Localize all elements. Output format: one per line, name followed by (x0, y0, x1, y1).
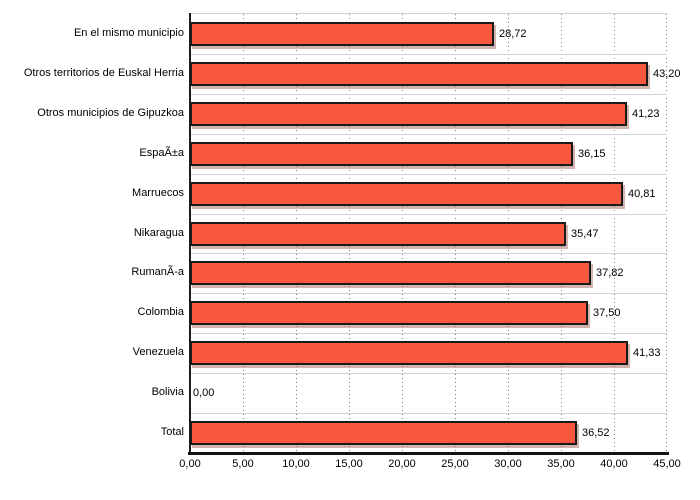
bar-value-label: 41,33 (633, 347, 661, 359)
value-tick-label: 5,00 (232, 458, 254, 470)
range-gridline (614, 14, 615, 453)
bar-value-label: 40,81 (628, 188, 656, 200)
bar-value-label: 0,00 (193, 387, 215, 399)
bar-value-label: 28,72 (499, 28, 527, 40)
bar-value-label: 35,47 (571, 228, 599, 240)
category-label: Total (160, 426, 184, 438)
category-boundary-line (190, 134, 667, 135)
category-label: Nikaragua (133, 227, 184, 239)
bar-value-label: 37,50 (593, 307, 621, 319)
bar (190, 182, 623, 206)
bar-value-label: 36,52 (582, 427, 610, 439)
value-tick-label: 30,00 (494, 458, 522, 470)
category-boundary-line (190, 214, 667, 215)
bar (190, 341, 628, 365)
category-label: Venezuela (132, 346, 184, 358)
bar (190, 62, 648, 86)
category-label: Otros municipios de Gipuzkoa (37, 107, 184, 119)
value-tick-label: 35,00 (547, 458, 575, 470)
value-tick-label: 20,00 (388, 458, 416, 470)
bar (190, 142, 573, 166)
plot-area: 28,72 43,20 41,23 36,15 40,81 35,47 37,82 37,50… (190, 13, 681, 453)
bar (190, 301, 588, 325)
bar (190, 261, 591, 285)
category-boundary-line (190, 333, 667, 334)
category-axis-line (189, 13, 191, 454)
category-label: Colombia (137, 306, 184, 318)
bar-value-label: 41,23 (632, 108, 660, 120)
bar (190, 22, 494, 46)
bar (190, 421, 577, 445)
value-axis-line (188, 452, 669, 455)
category-boundary-line (190, 253, 667, 254)
bar-value-label: 36,15 (578, 148, 606, 160)
bar-value-label: 37,82 (596, 267, 624, 279)
bar (190, 102, 627, 126)
category-label: Otros territorios de Euskal Herria (23, 67, 184, 79)
value-tick-label: 15,00 (335, 458, 363, 470)
category-boundary-line (190, 373, 667, 374)
category-boundary-line (190, 174, 667, 175)
category-label: Bolivia (151, 386, 184, 398)
category-boundary-line (190, 413, 667, 414)
value-tick-label: 40,00 (600, 458, 628, 470)
category-label: En el mismo municipio (73, 27, 184, 39)
value-tick-label: 25,00 (441, 458, 469, 470)
category-boundary-line (190, 54, 667, 55)
value-tick-label: 10,00 (282, 458, 310, 470)
value-tick-label: 0,00 (179, 458, 201, 470)
bar (190, 222, 566, 246)
value-tick-label: 45,00 (653, 458, 681, 470)
category-label: Marruecos (132, 187, 184, 199)
category-boundary-line (190, 293, 667, 294)
range-gridline (666, 14, 667, 453)
category-label: EspaÃ±a (139, 147, 184, 159)
bar-value-label: 43,20 (653, 68, 681, 80)
category-label: RumanÃ-a (131, 266, 184, 278)
category-boundary-line (190, 94, 667, 95)
